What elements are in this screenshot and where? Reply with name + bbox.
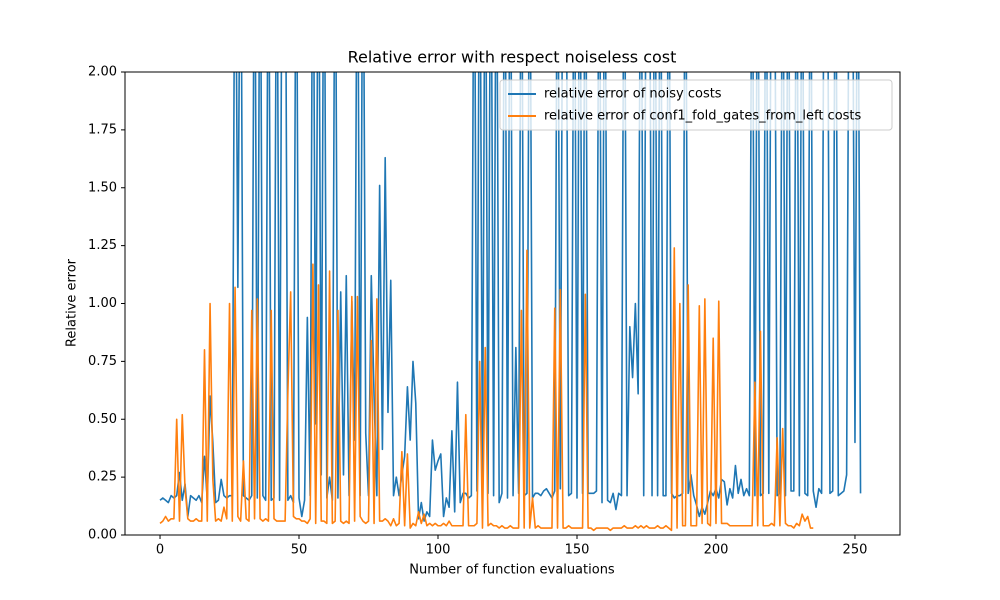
legend-label: relative error of noisy costs — [544, 87, 722, 102]
y-tick-label: 1.75 — [88, 122, 117, 137]
series-line — [159, 72, 862, 522]
x-tick-label: 50 — [291, 543, 308, 558]
y-tick-label: 1.00 — [88, 296, 117, 311]
y-tick-label: 0.75 — [88, 354, 117, 369]
x-tick-label: 100 — [426, 543, 451, 558]
x-tick-label: 250 — [843, 543, 868, 558]
y-tick-label: 0.25 — [88, 470, 117, 485]
legend: relative error of noisy costs relative er… — [499, 79, 893, 131]
legend-label: relative error of conf1_fold_gates_from_… — [544, 109, 862, 124]
series-line — [159, 247, 814, 532]
plot-lines — [159, 72, 862, 532]
y-tick-label: 1.50 — [88, 180, 117, 195]
y-tick-label: 0.00 — [88, 528, 117, 543]
y-axis-label: Relative error — [65, 258, 80, 347]
x-tick-label: 200 — [704, 543, 729, 558]
x-tick-label: 150 — [565, 543, 590, 558]
legend-frame — [499, 79, 893, 131]
x-tick-label: 0 — [156, 543, 164, 558]
x-axis-label: Number of function evaluations — [409, 563, 615, 578]
y-tick-label: 2.00 — [88, 65, 117, 80]
chart-title: Relative error with respect noiseless co… — [348, 48, 677, 67]
y-tick-label: 0.50 — [88, 412, 117, 427]
y-tick-label: 1.25 — [88, 238, 117, 253]
